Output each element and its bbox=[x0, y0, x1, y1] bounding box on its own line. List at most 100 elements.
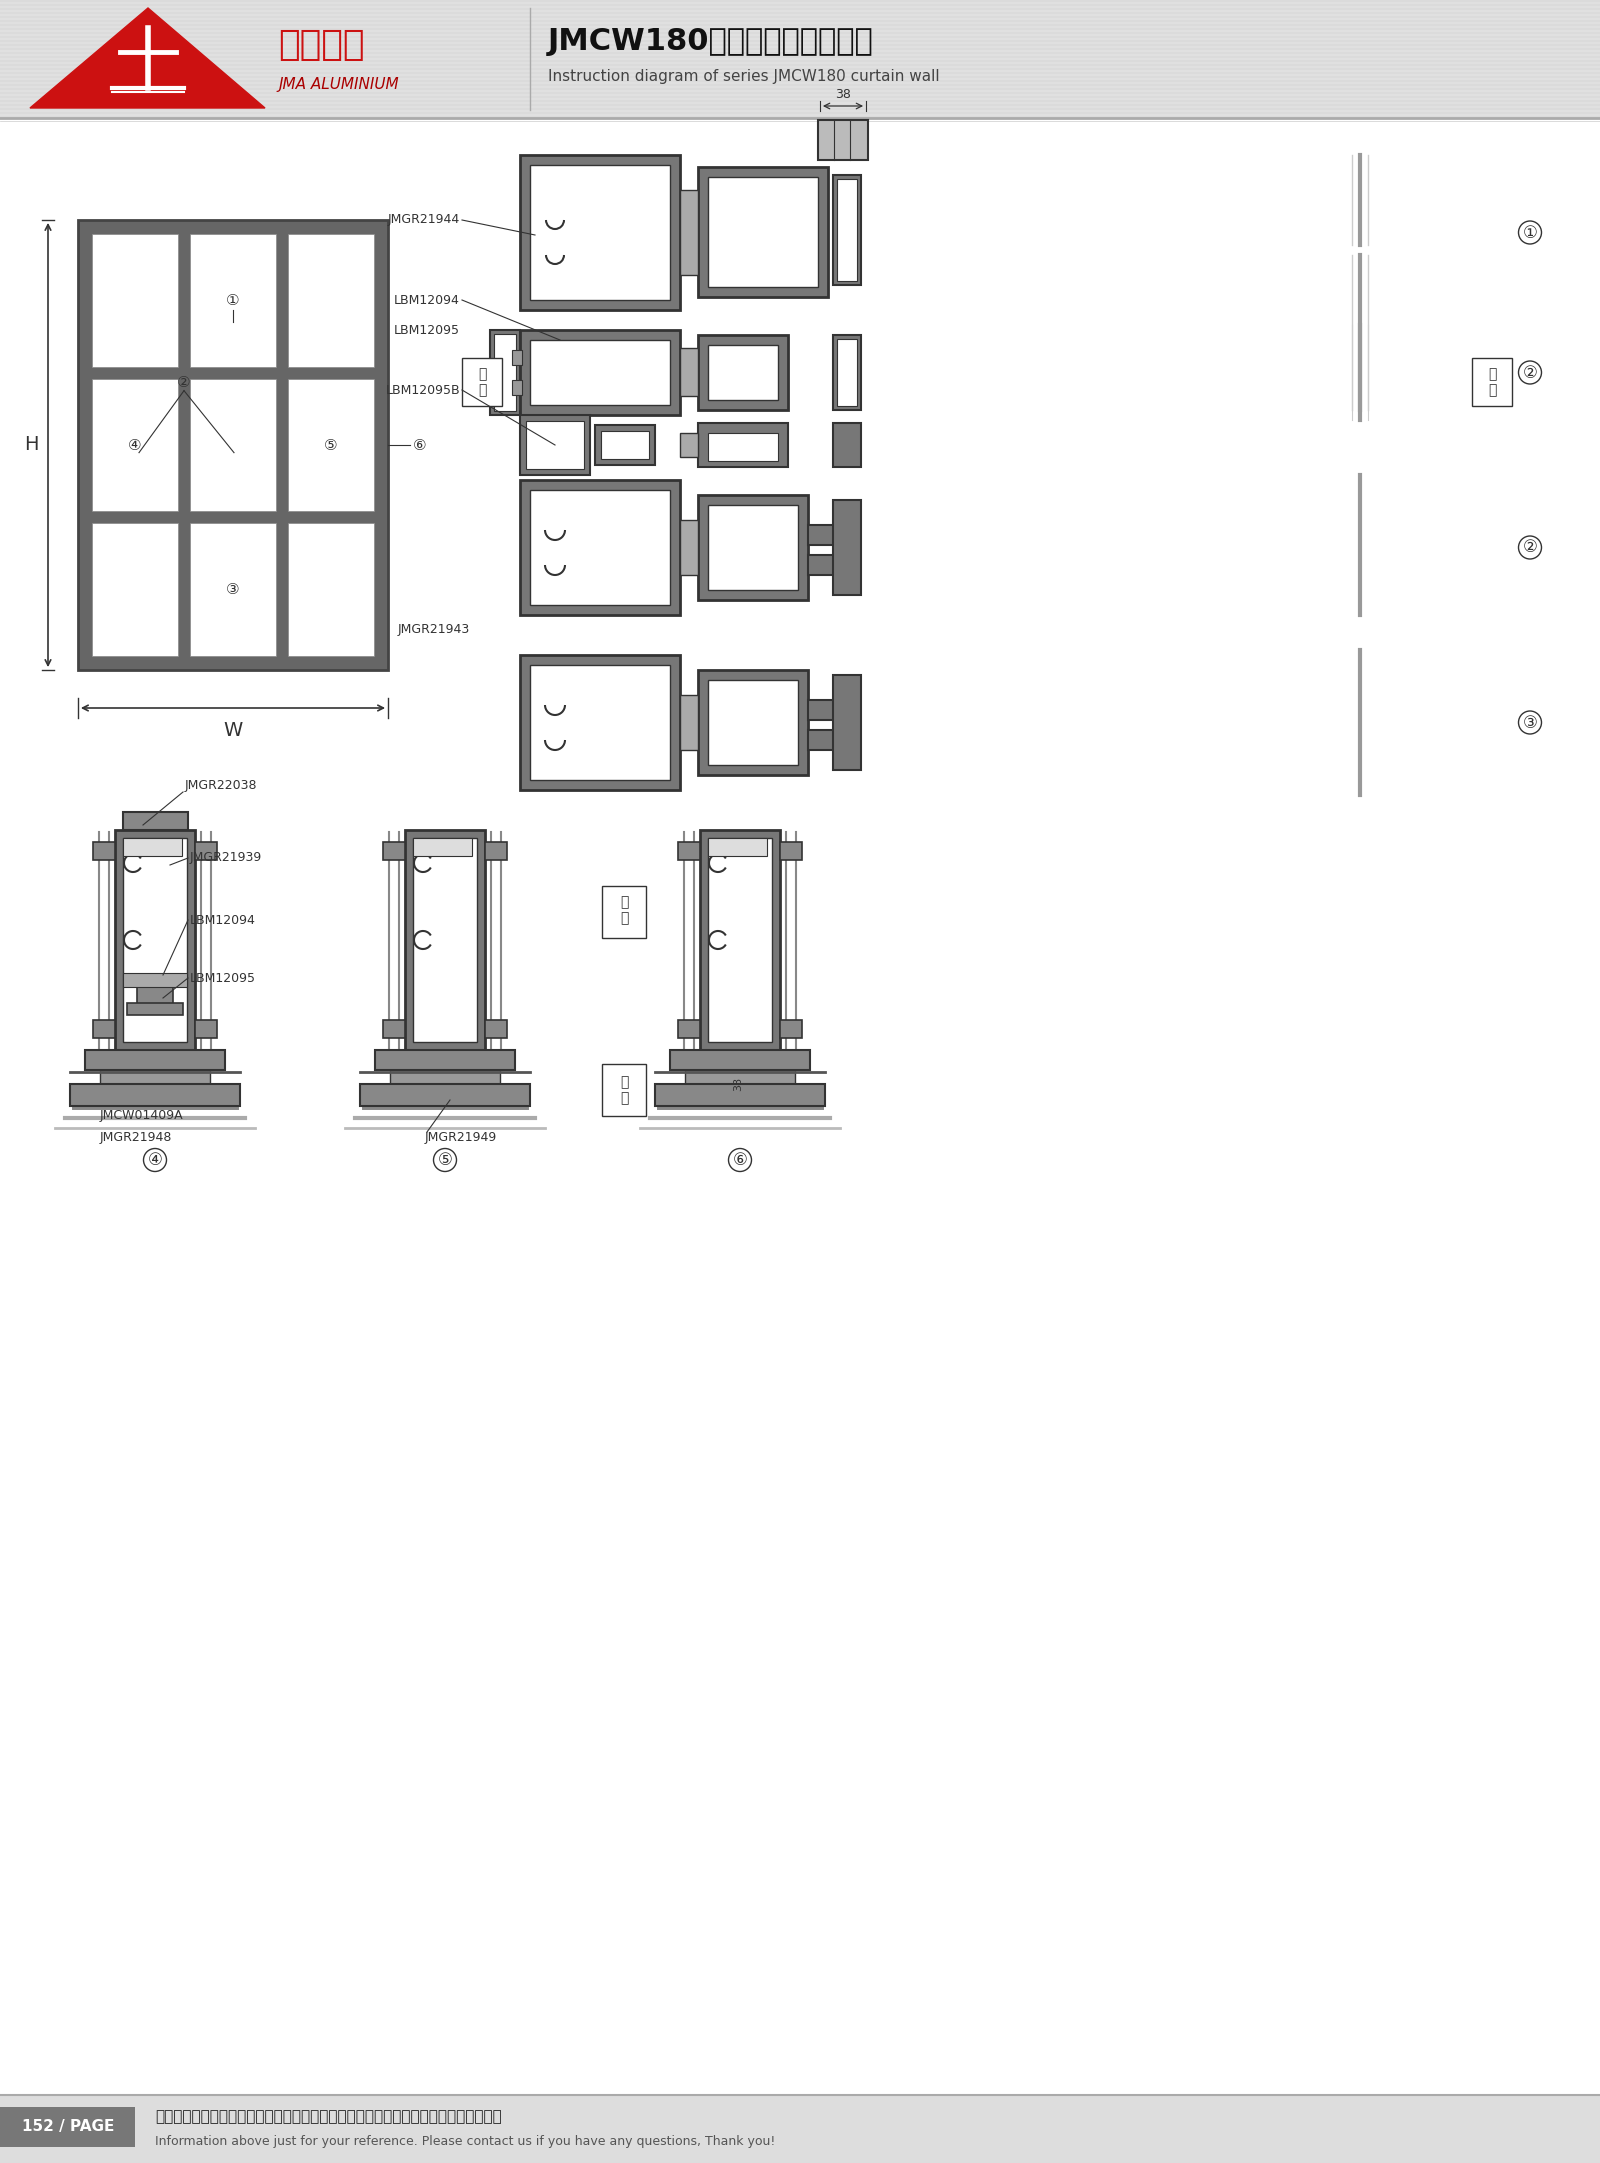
Text: 室
外: 室 外 bbox=[619, 1075, 629, 1105]
Bar bbox=[707, 177, 818, 288]
Bar bbox=[520, 415, 590, 476]
Bar bbox=[520, 331, 680, 415]
Bar bbox=[485, 841, 507, 861]
Bar bbox=[530, 664, 670, 781]
Text: ④: ④ bbox=[147, 1151, 163, 1168]
Bar bbox=[602, 887, 646, 939]
Bar bbox=[78, 221, 387, 671]
Bar bbox=[390, 1071, 499, 1084]
Bar bbox=[490, 331, 520, 415]
Bar bbox=[834, 335, 861, 411]
Bar bbox=[1472, 359, 1512, 407]
Bar bbox=[195, 1021, 218, 1038]
Bar bbox=[360, 1084, 530, 1105]
Bar bbox=[530, 491, 670, 606]
Text: 图中所示型材截面、装配、编号、尺寸及重量仅供参考。如有疑问，请向本公司查询。: 图中所示型材截面、装配、编号、尺寸及重量仅供参考。如有疑问，请向本公司查询。 bbox=[155, 2109, 502, 2124]
Bar bbox=[654, 1084, 826, 1105]
Bar bbox=[190, 523, 277, 655]
Bar bbox=[512, 350, 522, 366]
Bar bbox=[520, 156, 680, 309]
Bar bbox=[602, 430, 650, 459]
Bar bbox=[680, 694, 698, 751]
Bar bbox=[698, 671, 808, 774]
Bar bbox=[781, 841, 802, 861]
Bar bbox=[405, 831, 485, 1049]
Text: ③: ③ bbox=[226, 582, 240, 597]
Bar bbox=[520, 655, 680, 789]
Bar bbox=[698, 495, 808, 599]
Bar bbox=[781, 1021, 802, 1038]
Bar bbox=[70, 1084, 240, 1105]
Text: ③: ③ bbox=[1523, 714, 1538, 731]
Text: ⑤: ⑤ bbox=[437, 1151, 453, 1168]
Bar bbox=[698, 167, 829, 296]
Text: 室
外: 室 外 bbox=[1488, 368, 1496, 398]
Text: LBM12094: LBM12094 bbox=[190, 913, 256, 926]
Bar bbox=[520, 480, 680, 614]
Text: ⑤: ⑤ bbox=[325, 437, 338, 452]
Bar bbox=[526, 422, 584, 469]
Text: ②: ② bbox=[1523, 539, 1538, 556]
Bar bbox=[0, 2096, 1600, 2163]
Bar bbox=[123, 973, 187, 986]
Bar bbox=[685, 1071, 795, 1084]
Text: 坚美铝业: 坚美铝业 bbox=[278, 28, 365, 63]
Text: JMA ALUMINIUM: JMA ALUMINIUM bbox=[278, 78, 398, 93]
Text: JMCW01409A: JMCW01409A bbox=[99, 1107, 184, 1120]
Bar bbox=[123, 837, 182, 857]
Bar bbox=[698, 424, 787, 467]
Bar bbox=[462, 359, 502, 407]
Text: 38: 38 bbox=[835, 87, 851, 99]
Bar bbox=[512, 381, 522, 396]
Bar bbox=[818, 119, 867, 160]
Bar bbox=[707, 837, 771, 1043]
Bar bbox=[808, 556, 843, 575]
Bar bbox=[123, 837, 187, 1043]
Text: LBM12095B: LBM12095B bbox=[386, 383, 461, 396]
Bar bbox=[602, 1064, 646, 1116]
Polygon shape bbox=[30, 9, 266, 108]
Bar bbox=[834, 424, 861, 467]
Bar bbox=[680, 190, 698, 275]
Bar bbox=[834, 500, 861, 595]
Bar bbox=[701, 831, 781, 1049]
Bar bbox=[288, 234, 374, 368]
Text: JMCW180系列隔热幕墙结构图: JMCW180系列隔热幕墙结构图 bbox=[547, 28, 874, 56]
Text: LBM12094: LBM12094 bbox=[394, 294, 461, 307]
Text: ⑥: ⑥ bbox=[413, 437, 427, 452]
Bar bbox=[707, 433, 778, 461]
Text: LBM12095: LBM12095 bbox=[394, 324, 461, 337]
Bar bbox=[126, 1004, 182, 1014]
Bar bbox=[707, 346, 778, 400]
Bar bbox=[707, 679, 798, 766]
Bar bbox=[834, 175, 861, 286]
Text: JMGR21944: JMGR21944 bbox=[387, 214, 461, 227]
Bar bbox=[382, 1021, 405, 1038]
Bar bbox=[93, 523, 178, 655]
Bar bbox=[680, 433, 698, 456]
Bar bbox=[93, 234, 178, 368]
Text: ②: ② bbox=[1523, 363, 1538, 381]
Text: 152 / PAGE: 152 / PAGE bbox=[22, 2120, 114, 2135]
Bar bbox=[678, 1021, 701, 1038]
Bar bbox=[530, 164, 670, 301]
Bar bbox=[678, 841, 701, 861]
Text: H: H bbox=[24, 435, 38, 454]
Bar bbox=[808, 526, 843, 545]
Text: JMGR21948: JMGR21948 bbox=[99, 1131, 173, 1144]
Text: 室
内: 室 内 bbox=[619, 895, 629, 926]
Text: Information above just for your reference. Please contact us if you have any que: Information above just for your referenc… bbox=[155, 2135, 776, 2148]
Bar bbox=[93, 1021, 115, 1038]
Bar bbox=[670, 1049, 810, 1071]
Bar bbox=[138, 986, 173, 1012]
Text: LBM12095: LBM12095 bbox=[190, 971, 256, 984]
Bar bbox=[382, 841, 405, 861]
Text: ④: ④ bbox=[128, 437, 142, 452]
Bar bbox=[190, 234, 277, 368]
Bar bbox=[190, 379, 277, 510]
Bar bbox=[834, 675, 861, 770]
Bar bbox=[374, 1049, 515, 1071]
Text: ①: ① bbox=[226, 292, 240, 307]
Bar bbox=[808, 701, 843, 720]
Bar bbox=[0, 2107, 134, 2148]
